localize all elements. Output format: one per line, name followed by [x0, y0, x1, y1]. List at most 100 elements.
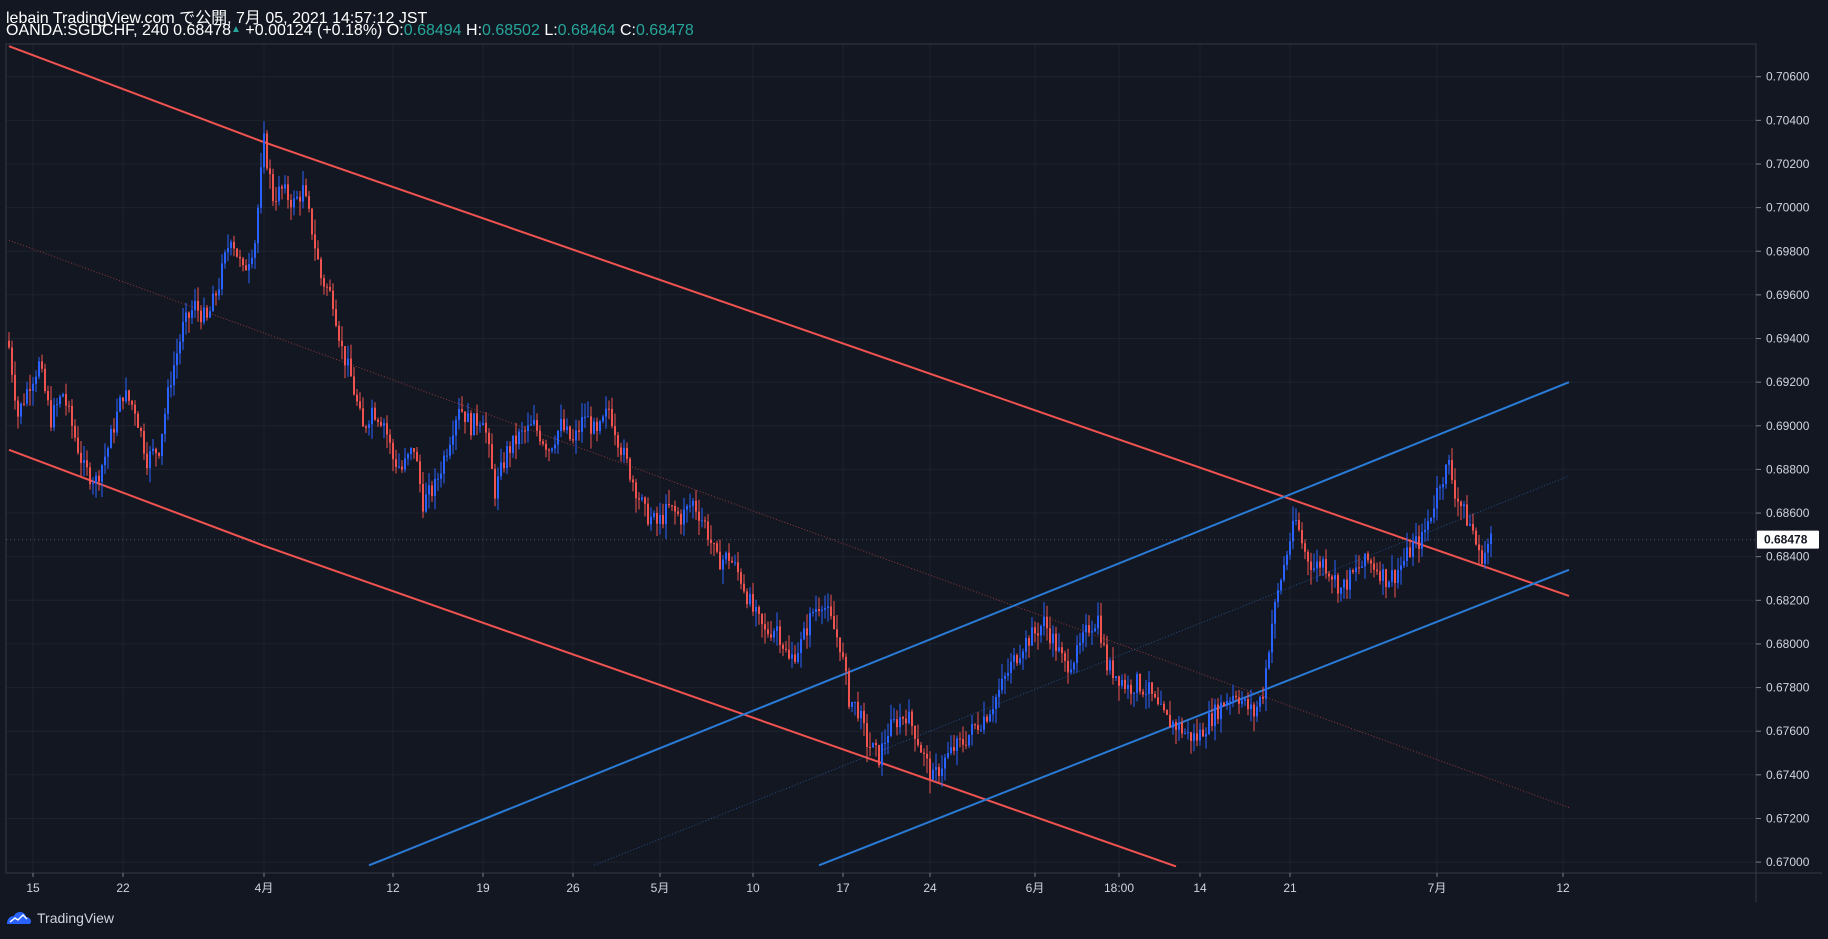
- candle-body: [731, 560, 733, 563]
- candle-body: [701, 520, 703, 522]
- candle-body: [683, 509, 685, 525]
- candle-body: [1163, 703, 1165, 711]
- price-tick-label: 0.69600: [1766, 288, 1810, 302]
- candle-body: [542, 441, 544, 444]
- candle-body: [284, 184, 286, 189]
- candle-body: [1061, 647, 1063, 654]
- price-axis[interactable]: 0.70600 0.70400 0.70200 0.70000 0.69800 0.696…: [1756, 70, 1810, 869]
- candle-body: [554, 444, 556, 449]
- candle-body: [866, 723, 868, 747]
- candle-body: [176, 353, 178, 366]
- candle-body: [221, 263, 223, 290]
- price-tick-label: 0.68200: [1766, 593, 1810, 607]
- candle-body: [992, 708, 994, 715]
- candle-body: [476, 413, 478, 426]
- price-tick-label: 0.67600: [1766, 724, 1810, 738]
- candle-body: [296, 196, 298, 199]
- candle-body: [203, 307, 205, 323]
- candle-body: [305, 185, 307, 197]
- candle-body: [941, 768, 943, 777]
- time-tick-label: 10: [746, 881, 760, 895]
- candle-body: [1376, 569, 1378, 572]
- candle-body: [713, 543, 715, 545]
- candle-body: [944, 757, 946, 769]
- candle-body: [908, 711, 910, 724]
- candle-body: [50, 400, 52, 428]
- candle-body: [1256, 706, 1258, 717]
- candle-body: [74, 425, 76, 438]
- candle-body: [1250, 704, 1252, 710]
- candle-body: [1391, 570, 1393, 582]
- candle-body: [968, 734, 970, 746]
- candle-body: [410, 447, 412, 455]
- candle-body: [953, 747, 955, 751]
- candle-body: [1259, 696, 1261, 707]
- last-price-tag: [1757, 530, 1819, 549]
- candle-body: [458, 409, 460, 420]
- candle-body: [1091, 631, 1093, 633]
- candle-body: [17, 400, 19, 417]
- candle-body: [86, 460, 88, 468]
- candle-body: [251, 257, 253, 265]
- price-tick-label: 0.67800: [1766, 681, 1810, 695]
- candle-body: [209, 311, 211, 318]
- candle-body: [200, 310, 202, 323]
- candle-body: [830, 606, 832, 617]
- candle-body: [1139, 673, 1141, 692]
- candle-body: [1151, 682, 1153, 694]
- time-tick-label: 24: [923, 881, 937, 895]
- candle-body: [65, 394, 67, 406]
- candle-body: [269, 168, 271, 175]
- candle-body: [659, 514, 661, 524]
- candle-body: [1004, 675, 1006, 679]
- candle-body: [608, 408, 610, 410]
- candle-body: [32, 383, 34, 391]
- channel-lines[interactable]: [8, 45, 1570, 868]
- candle-body: [206, 307, 208, 318]
- candle-body: [647, 503, 649, 525]
- price-tick-label: 0.67400: [1766, 768, 1810, 782]
- candle-body: [236, 248, 238, 257]
- candle-body: [1346, 579, 1348, 590]
- candle-body: [1085, 625, 1087, 633]
- candle-body: [602, 416, 604, 422]
- candle-body: [167, 387, 169, 414]
- candle-body: [1205, 733, 1207, 737]
- candle-body: [1460, 501, 1462, 507]
- candle-body: [437, 478, 439, 480]
- candle-body: [620, 447, 622, 456]
- candle-body: [1319, 561, 1321, 568]
- candle-body: [1265, 668, 1267, 699]
- candle-body: [629, 458, 631, 480]
- candle-body: [80, 452, 82, 464]
- candle-body: [1325, 559, 1327, 574]
- tradingview-logo-icon: [7, 912, 31, 924]
- candle-body: [68, 405, 70, 407]
- price-tick-label: 0.68600: [1766, 506, 1810, 520]
- candle-body: [1055, 633, 1057, 652]
- candle-body: [686, 506, 688, 510]
- candle-body: [746, 591, 748, 605]
- candle-body: [1418, 536, 1420, 549]
- candle-body: [551, 448, 553, 451]
- candle-body: [419, 461, 421, 485]
- candle-body: [1364, 553, 1366, 567]
- candle-body: [848, 671, 850, 707]
- candle-body: [755, 607, 757, 612]
- candle-body: [1478, 544, 1480, 551]
- candle-body: [416, 451, 418, 462]
- candle-body: [20, 403, 22, 417]
- candle-body: [428, 485, 430, 495]
- candle-body: [452, 435, 454, 445]
- candle-body: [1097, 615, 1099, 629]
- footer-brand[interactable]: TradingView: [6, 910, 114, 926]
- candle-body: [638, 498, 640, 500]
- candle-body: [365, 426, 367, 428]
- candle-body: [662, 514, 664, 525]
- time-axis[interactable]: 15 22 4月 12 19 26 5月 10 17 24 6月 18:00 14 21 7月 12: [26, 873, 1570, 895]
- candle-body: [797, 653, 799, 662]
- candle-body: [1106, 644, 1108, 671]
- candle-body: [758, 607, 760, 614]
- candle-body: [575, 430, 577, 441]
